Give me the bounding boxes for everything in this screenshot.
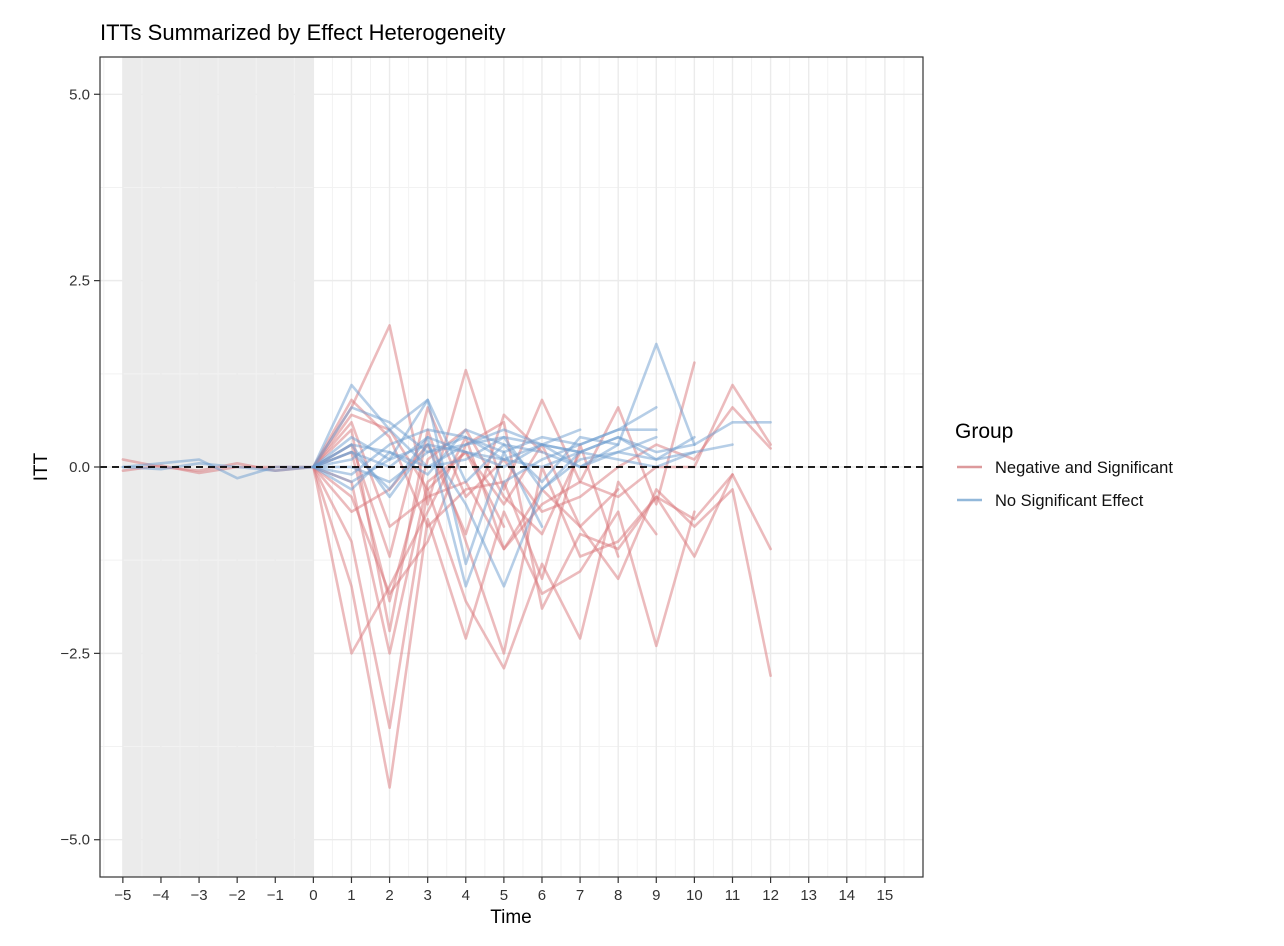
x-tick-label: 0 [309, 887, 317, 904]
series-line-no-effect [312, 435, 696, 469]
x-tick-label: 1 [347, 887, 355, 904]
series-line-no-effect [312, 435, 658, 491]
x-tick-label: 15 [877, 887, 894, 904]
y-tick-label: −2.5 [60, 645, 90, 662]
series-line-no-effect [312, 428, 620, 491]
y-tick-label: 0.0 [69, 459, 90, 476]
x-tick-label: 9 [652, 887, 660, 904]
x-tick-label: 2 [385, 887, 393, 904]
y-axis-ticks: −5.0 −2.5 0.0 2.5 5.0 [60, 86, 100, 849]
series-line-negative [312, 465, 658, 730]
x-tick-label: −2 [229, 887, 246, 904]
legend-entry-label: No Significant Effect [995, 492, 1144, 510]
x-tick-label: 6 [538, 887, 546, 904]
x-tick-label: −4 [152, 887, 169, 904]
x-tick-label: 11 [725, 887, 741, 904]
series-line-no-effect [312, 398, 544, 566]
x-tick-label: 13 [800, 887, 817, 904]
series-line-negative [312, 406, 772, 558]
x-tick-label: −5 [114, 887, 131, 904]
x-tick-label: −1 [267, 887, 284, 904]
x-tick-label: 4 [462, 887, 470, 904]
x-tick-label: 10 [686, 887, 703, 904]
series-line-negative [312, 465, 696, 789]
legend-entry-label: Negative and Significant [995, 459, 1173, 477]
y-tick-label: 5.0 [69, 86, 90, 103]
series-line-no-effect [312, 428, 582, 484]
legend-items: Negative and Significant No Significant E… [957, 459, 1173, 510]
y-tick-label: 2.5 [69, 273, 90, 290]
x-tick-label: 5 [500, 887, 508, 904]
y-tick-label: −5.0 [60, 832, 90, 849]
x-axis-title: Time [490, 907, 532, 928]
y-axis-title: ITT [31, 452, 52, 481]
chart-title: ITTs Summarized by Effect Heterogeneity [100, 20, 506, 45]
x-tick-label: 8 [614, 887, 622, 904]
x-tick-label: 3 [424, 887, 432, 904]
legend-title: Group [955, 420, 1013, 443]
x-tick-label: 12 [762, 887, 779, 904]
x-tick-label: 7 [576, 887, 584, 904]
x-tick-label: −3 [191, 887, 208, 904]
legend: Group Negative and Significant No Signifi… [955, 420, 1173, 510]
x-axis-ticks: −5 −4 −3 −2 −1 0 1 2 3 4 5 6 7 8 9 10 11 12 13 14 15 [114, 877, 893, 904]
x-tick-label: 14 [838, 887, 855, 904]
